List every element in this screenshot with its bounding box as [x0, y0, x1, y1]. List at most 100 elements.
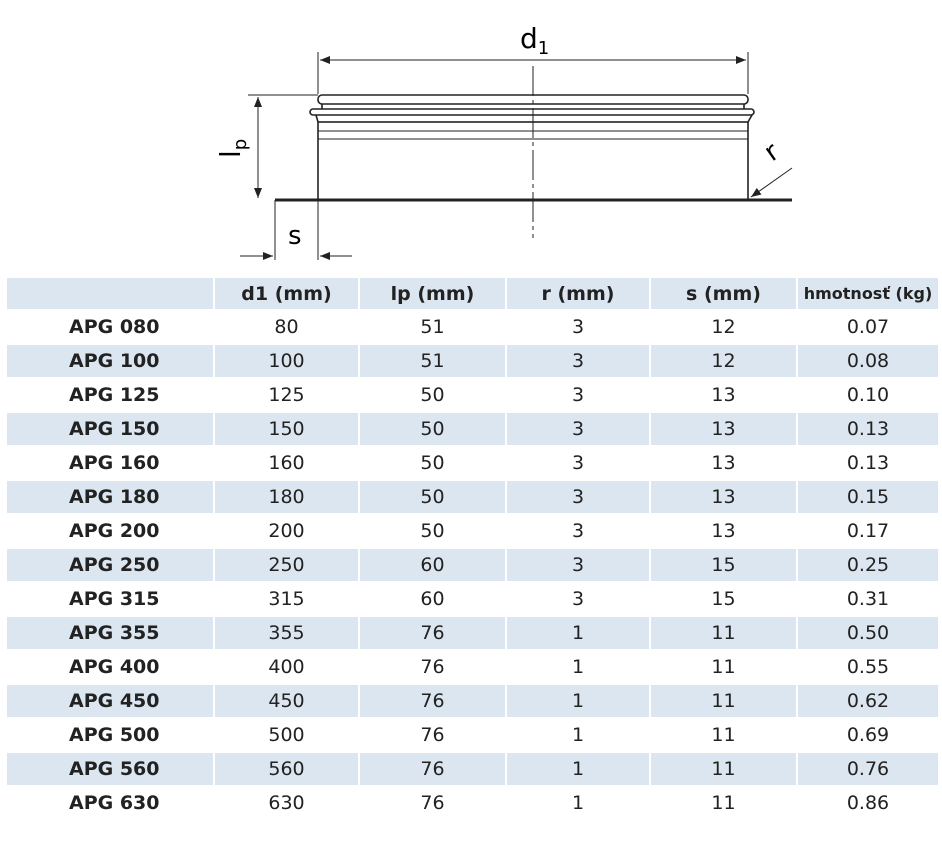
cell: 450	[213, 683, 360, 719]
cell: 13	[649, 445, 798, 481]
table-row: APG 125 125 50 3 13 0.10	[5, 377, 940, 413]
cell: 200	[213, 513, 360, 549]
row-name: APG 400	[5, 649, 215, 685]
cell: 50	[358, 479, 507, 515]
table-row: APG 630 630 76 1 11 0.86	[5, 785, 940, 821]
lp-label: lp	[214, 139, 251, 158]
cell: 12	[649, 343, 798, 379]
row-name: APG 200	[5, 513, 215, 549]
cell: 50	[358, 513, 507, 549]
cell: 0.13	[796, 445, 940, 481]
cell: 1	[505, 683, 651, 719]
cell: 355	[213, 615, 360, 651]
cell: 0.62	[796, 683, 940, 719]
cell: 0.76	[796, 751, 940, 787]
cell: 11	[649, 615, 798, 651]
cell: 13	[649, 479, 798, 515]
cell: 0.10	[796, 377, 940, 413]
table-row: APG 150 150 50 3 13 0.13	[5, 411, 940, 447]
cell: 150	[213, 411, 360, 447]
cell: 500	[213, 717, 360, 753]
cell: 0.31	[796, 581, 940, 617]
cell: 180	[213, 479, 360, 515]
r-label: r	[759, 137, 785, 168]
cell: 315	[213, 581, 360, 617]
table-row: APG 250 250 60 3 15 0.25	[5, 547, 940, 583]
header-cell	[5, 276, 215, 311]
row-name: APG 150	[5, 411, 215, 447]
cell: 250	[213, 547, 360, 583]
cell: 51	[358, 343, 507, 379]
cell: 3	[505, 411, 651, 447]
cell: 1	[505, 785, 651, 821]
cell: 0.13	[796, 411, 940, 447]
row-name: APG 100	[5, 343, 215, 379]
cell: 0.17	[796, 513, 940, 549]
cell: 11	[649, 751, 798, 787]
table-row: APG 400 400 76 1 11 0.55	[5, 649, 940, 685]
header-row: d1 (mm) lp (mm) r (mm) s (mm) hmotnosť (kg)	[5, 276, 940, 311]
cell: 51	[358, 309, 507, 345]
table-row: APG 200 200 50 3 13 0.17	[5, 513, 940, 549]
cell: 11	[649, 717, 798, 753]
cell: 60	[358, 581, 507, 617]
cell: 50	[358, 411, 507, 447]
cell: 15	[649, 581, 798, 617]
cell: 0.50	[796, 615, 940, 651]
cell: 125	[213, 377, 360, 413]
row-name: APG 630	[5, 785, 215, 821]
cell: 76	[358, 615, 507, 651]
header-cell: r (mm)	[505, 276, 651, 311]
cell: 0.86	[796, 785, 940, 821]
cell: 13	[649, 377, 798, 413]
row-name: APG 560	[5, 751, 215, 787]
spec-table: d1 (mm) lp (mm) r (mm) s (mm) hmotnosť (kg) …	[5, 276, 940, 821]
cell: 76	[358, 649, 507, 685]
row-name: APG 250	[5, 547, 215, 583]
table-row: APG 100 100 51 3 12 0.08	[5, 343, 940, 379]
cell: 1	[505, 649, 651, 685]
header-cell: hmotnosť (kg)	[796, 276, 940, 311]
cell: 76	[358, 717, 507, 753]
table-row: APG 355 355 76 1 11 0.50	[5, 615, 940, 651]
cell: 0.69	[796, 717, 940, 753]
cell: 11	[649, 683, 798, 719]
cell: 0.25	[796, 547, 940, 583]
cell: 50	[358, 377, 507, 413]
d1-label: d1	[520, 22, 549, 59]
row-name: APG 180	[5, 479, 215, 515]
drawing	[240, 52, 793, 260]
cell: 13	[649, 513, 798, 549]
cell: 0.55	[796, 649, 940, 685]
cell: 80	[213, 309, 360, 345]
cell: 0.08	[796, 343, 940, 379]
header-cell: s (mm)	[649, 276, 798, 311]
row-name: APG 450	[5, 683, 215, 719]
cell: 3	[505, 309, 651, 345]
cell: 13	[649, 411, 798, 447]
table-row: APG 180 180 50 3 13 0.15	[5, 479, 940, 515]
row-name: APG 160	[5, 445, 215, 481]
table-row: APG 450 450 76 1 11 0.62	[5, 683, 940, 719]
row-name: APG 355	[5, 615, 215, 651]
cell: 76	[358, 751, 507, 787]
cell: 0.15	[796, 479, 940, 515]
table-row: APG 080 80 51 3 12 0.07	[5, 309, 940, 345]
cell: 3	[505, 445, 651, 481]
table-row: APG 160 160 50 3 13 0.13	[5, 445, 940, 481]
table-row: APG 500 500 76 1 11 0.69	[5, 717, 940, 753]
cell: 60	[358, 547, 507, 583]
table-row: APG 315 315 60 3 15 0.31	[5, 581, 940, 617]
cell: 3	[505, 479, 651, 515]
cell: 3	[505, 343, 651, 379]
cell: 560	[213, 751, 360, 787]
cell: 1	[505, 751, 651, 787]
row-name: APG 080	[5, 309, 215, 345]
row-name: APG 315	[5, 581, 215, 617]
cell: 3	[505, 377, 651, 413]
cell: 160	[213, 445, 360, 481]
cell: 76	[358, 785, 507, 821]
cell: 15	[649, 547, 798, 583]
row-name: APG 500	[5, 717, 215, 753]
